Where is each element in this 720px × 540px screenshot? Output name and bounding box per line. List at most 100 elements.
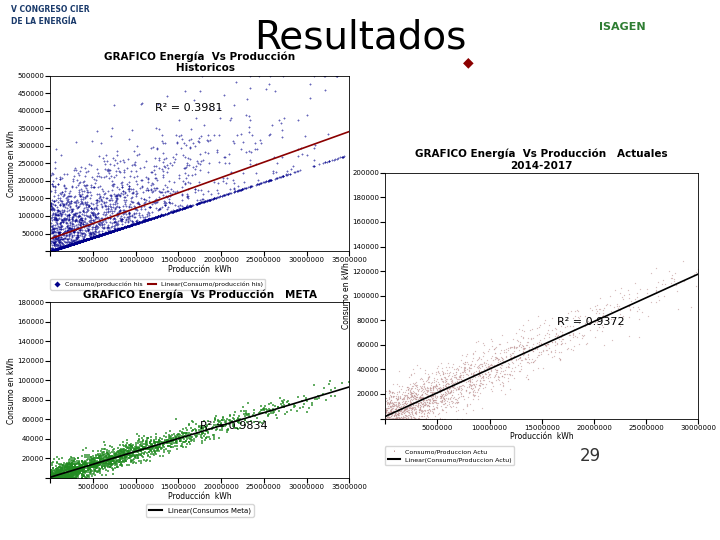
Point (472, 354, 484, 363)
Point (383, 414, 395, 423)
Point (397, 408, 409, 417)
Point (446, 391, 457, 400)
Point (70, 237, 81, 246)
Point (277, 172, 289, 180)
Point (666, 274, 678, 282)
Point (73, 224, 84, 232)
Point (212, 178, 223, 187)
Point (238, 409, 249, 418)
Point (92, 219, 104, 227)
Point (397, 414, 409, 423)
Point (48, 471, 59, 480)
Point (144, 214, 156, 223)
Point (122, 222, 133, 231)
Point (56, 469, 68, 477)
Point (125, 456, 136, 465)
Point (66, 219, 78, 227)
Point (390, 414, 402, 423)
Point (240, 148, 252, 157)
Point (457, 392, 469, 401)
Point (58, 471, 70, 480)
Point (63, 468, 74, 476)
Point (50, 474, 62, 482)
Point (383, 414, 395, 423)
Point (99, 445, 111, 454)
Point (102, 228, 113, 237)
Point (624, 306, 636, 314)
Point (329, 155, 341, 164)
Point (131, 206, 143, 214)
Point (386, 414, 397, 423)
Point (144, 438, 156, 447)
Point (387, 399, 399, 407)
Point (535, 340, 546, 348)
Point (434, 371, 446, 380)
Point (74, 237, 86, 246)
Point (430, 381, 441, 389)
Point (489, 372, 500, 381)
Point (143, 434, 154, 443)
Point (63, 241, 74, 249)
Point (49, 245, 60, 254)
Point (116, 180, 127, 189)
Point (55, 210, 66, 219)
Point (53, 179, 64, 188)
Point (85, 461, 96, 469)
Point (496, 360, 508, 369)
Point (51, 219, 63, 227)
Point (78, 467, 90, 476)
Point (61, 472, 73, 481)
Point (58, 465, 70, 474)
Point (217, 416, 228, 425)
Point (467, 381, 478, 389)
Point (238, 178, 250, 187)
Point (117, 224, 129, 232)
Point (91, 458, 102, 467)
Point (95, 231, 107, 239)
Point (380, 405, 392, 414)
Point (82, 235, 94, 244)
Point (85, 234, 96, 242)
Point (130, 166, 142, 175)
Point (55, 472, 66, 481)
Point (63, 192, 75, 201)
Point (184, 438, 195, 447)
Point (138, 443, 149, 451)
Point (79, 235, 91, 244)
Point (90, 471, 102, 480)
Point (114, 457, 125, 466)
Point (107, 227, 118, 235)
Point (55, 233, 67, 242)
Point (282, 170, 294, 179)
Point (46, 246, 58, 255)
Point (88, 216, 99, 225)
Point (150, 173, 161, 182)
Point (55, 214, 67, 223)
Point (50, 237, 61, 246)
Point (490, 342, 502, 351)
Point (80, 461, 91, 470)
Point (115, 215, 127, 224)
Point (129, 205, 140, 213)
Point (45, 244, 57, 253)
Point (82, 234, 94, 243)
Point (198, 423, 210, 431)
Point (61, 204, 73, 213)
Point (135, 459, 147, 468)
Point (129, 220, 140, 228)
Point (79, 460, 91, 469)
Point (415, 398, 427, 407)
Point (410, 407, 421, 415)
Point (46, 461, 58, 469)
Point (60, 462, 72, 470)
Point (441, 382, 453, 391)
Point (98, 448, 109, 456)
Point (418, 394, 429, 402)
Point (122, 448, 133, 456)
Point (58, 468, 70, 476)
Point (220, 190, 231, 199)
Point (61, 225, 73, 234)
Point (125, 452, 137, 461)
Point (192, 199, 203, 208)
Point (107, 448, 118, 457)
